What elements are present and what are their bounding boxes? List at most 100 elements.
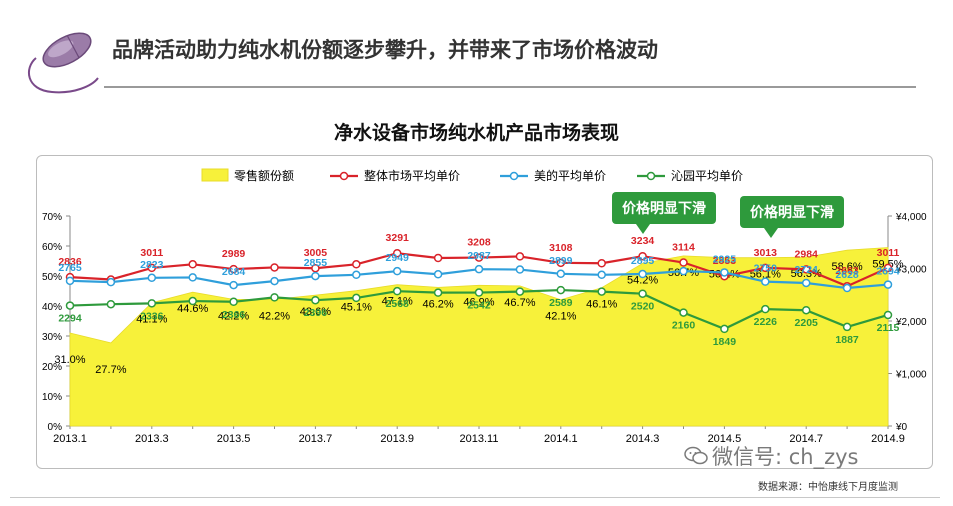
line-data-label-1: 2989 xyxy=(222,248,246,260)
legend-label: 美的平均单价 xyxy=(534,168,606,183)
line-point-1 xyxy=(883,263,893,273)
line-point-1 xyxy=(352,260,361,269)
line-point-1 xyxy=(679,258,688,267)
x-tick-label: 2013.5 xyxy=(217,433,251,445)
line-data-label-1: 2836 xyxy=(58,256,82,268)
y-right-tick-label: ¥1,000 xyxy=(895,370,927,381)
line-data-label-2: 2765 xyxy=(58,262,82,274)
line-point-2 xyxy=(270,276,279,286)
line-data-label-1: 2663 xyxy=(835,265,859,277)
line-data-label-1: 3234 xyxy=(631,235,655,247)
line-data-label-3: 2226 xyxy=(754,316,778,328)
x-tick-label: 2013.1 xyxy=(53,433,87,445)
title-divider xyxy=(104,86,916,88)
line-point-2 xyxy=(106,277,116,287)
line-point-1 xyxy=(188,260,197,269)
y-left-tick-label: 20% xyxy=(42,362,62,373)
line-data-label-3: 2205 xyxy=(795,317,819,329)
line-data-label-1: 3011 xyxy=(140,247,163,259)
line-point-2 xyxy=(229,280,238,290)
area-data-label: 46.2% xyxy=(422,298,453,310)
legend-swatch-marker xyxy=(646,171,656,181)
line-data-label-3: 2396 xyxy=(304,307,328,319)
line-point-3 xyxy=(801,305,811,315)
line-data-label-3: 2160 xyxy=(672,320,696,332)
area-data-label: 41.1% xyxy=(136,314,167,326)
line-point-3 xyxy=(842,322,852,332)
line-point-1 xyxy=(761,263,770,273)
y-left-tick-label: 0% xyxy=(48,422,63,433)
line-point-3 xyxy=(147,299,157,308)
legend-label: 整体市场平均单价 xyxy=(364,168,460,183)
line-point-3 xyxy=(679,308,688,317)
line-data-label-1: 3291 xyxy=(386,232,410,244)
line-data-label-1: 3108 xyxy=(549,242,573,254)
line-data-label-2: 2694 xyxy=(876,266,900,278)
data-source: 数据来源：中怡康线下月度监测 xyxy=(758,482,898,493)
area-data-label: 45.1% xyxy=(341,302,372,314)
line-point-3 xyxy=(515,287,525,296)
line-point-1 xyxy=(597,259,606,268)
line-point-3 xyxy=(556,285,566,295)
area-data-label: 56.3% xyxy=(791,268,822,280)
slide-title: 品牌活动助力纯水机份额逐步攀升，并带来了市场价格波动 xyxy=(112,38,658,62)
line-point-3 xyxy=(597,287,606,296)
line-point-3 xyxy=(270,293,279,302)
line-data-label-3: 2542 xyxy=(467,300,491,312)
legend-label: 零售额份额 xyxy=(234,168,294,183)
line-point-1 xyxy=(311,263,320,273)
line-data-label-1: 3013 xyxy=(754,247,778,259)
line-data-label-2: 2724 xyxy=(795,264,819,276)
line-point-2 xyxy=(433,270,443,279)
area-data-label: 54.2% xyxy=(627,274,658,286)
line-point-1 xyxy=(801,265,811,274)
line-data-label-3: 2589 xyxy=(549,297,573,309)
line-data-label-3: 1849 xyxy=(713,336,737,348)
line-point-2 xyxy=(842,283,852,293)
line-data-label-1: 3114 xyxy=(672,242,695,254)
area-data-label: 44.6% xyxy=(177,303,208,315)
x-tick-label: 2014.1 xyxy=(544,433,578,445)
line-point-3 xyxy=(392,286,402,296)
callout-price-drop-2: 价格明显下滑 xyxy=(740,196,844,238)
area-data-label: 42.2% xyxy=(218,310,249,322)
line-point-2 xyxy=(515,265,525,274)
area-data-label: 43.6% xyxy=(300,306,331,318)
line-point-1 xyxy=(433,253,443,263)
line-point-2 xyxy=(597,270,606,280)
line-data-label-3: 2366 xyxy=(222,309,246,321)
line-point-3 xyxy=(433,288,443,297)
line-data-label-3: 1887 xyxy=(835,334,859,346)
line-point-3 xyxy=(474,288,484,297)
y-left-tick-label: 40% xyxy=(42,302,62,313)
x-tick-label: 2013.11 xyxy=(460,433,499,445)
area-data-label: 42.2% xyxy=(259,310,290,322)
area-data-label: 46.9% xyxy=(463,296,494,308)
line-point-2 xyxy=(761,277,770,286)
x-tick-label: 2013.7 xyxy=(299,433,333,445)
line-data-label-2: 2899 xyxy=(549,255,573,267)
line-point-1 xyxy=(638,251,647,261)
y-right-tick-label: ¥3,000 xyxy=(895,265,927,276)
line-data-label-3: 2568 xyxy=(386,298,410,310)
y-right-tick-label: ¥0 xyxy=(895,422,908,433)
line-data-label-2: 2895 xyxy=(631,255,655,267)
line-point-1 xyxy=(556,258,566,268)
line-data-label-3: 2294 xyxy=(58,313,82,325)
line-point-2 xyxy=(147,273,157,283)
line-point-3 xyxy=(65,301,75,310)
line-point-2 xyxy=(188,273,197,282)
line-point-3 xyxy=(761,304,770,314)
area-data-label: 58.6% xyxy=(831,261,862,273)
area-data-label: 31.0% xyxy=(54,354,85,366)
line-data-label-3: 2115 xyxy=(877,322,900,334)
line-point-1 xyxy=(474,253,484,262)
area-data-label: 46.7% xyxy=(504,297,535,309)
y-left-tick-label: 30% xyxy=(42,332,62,343)
line-data-label-2: 2684 xyxy=(222,266,246,278)
x-tick-label: 2013.3 xyxy=(135,433,169,445)
x-tick-label: 2013.9 xyxy=(380,433,414,445)
line-point-2 xyxy=(392,266,402,276)
line-data-label-3: 2520 xyxy=(631,301,655,313)
legend-swatch-marker xyxy=(509,171,519,181)
